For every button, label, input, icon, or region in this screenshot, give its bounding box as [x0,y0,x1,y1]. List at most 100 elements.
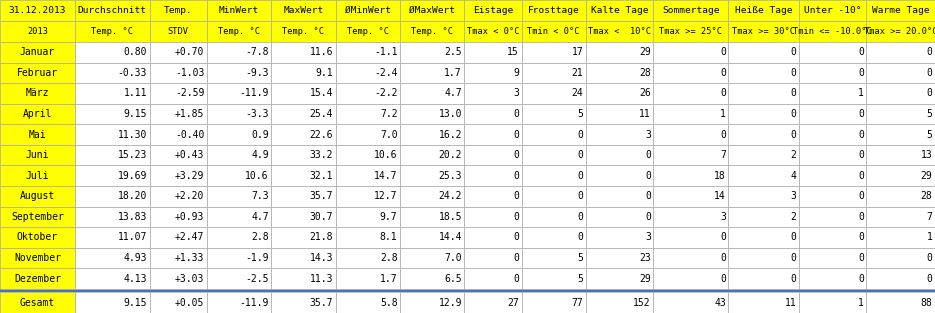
Text: 0: 0 [858,68,864,78]
Text: 0: 0 [858,233,864,243]
Bar [586,63,654,83]
Text: 0: 0 [790,253,797,263]
Bar [586,292,654,313]
Bar [207,268,271,289]
Text: Temp. °C: Temp. °C [411,27,453,36]
Text: 9.7: 9.7 [380,212,397,222]
Bar [75,124,150,145]
Text: Tmax >= 30°C: Tmax >= 30°C [732,27,795,36]
Text: 4.7: 4.7 [251,212,268,222]
Bar [798,21,867,42]
Text: 4.13: 4.13 [123,274,147,284]
Bar [654,207,728,227]
Text: -2.2: -2.2 [374,89,397,99]
Text: 0: 0 [513,171,519,181]
Text: ØMinWert: ØMinWert [345,6,391,15]
Bar [336,63,400,83]
Bar [465,145,522,166]
Text: 14: 14 [714,191,726,201]
Bar [728,292,798,313]
Text: +1.33: +1.33 [175,253,204,263]
Text: 3: 3 [645,130,651,140]
Bar [586,207,654,227]
Bar [207,63,271,83]
Bar [150,207,207,227]
Text: 0: 0 [858,253,864,263]
Bar [75,21,150,42]
Text: Januar: Januar [20,47,55,57]
Bar [400,63,465,83]
Bar [867,124,935,145]
Text: -0.33: -0.33 [118,68,147,78]
Text: Oktober: Oktober [17,233,58,243]
Bar [728,63,798,83]
Text: 0: 0 [858,171,864,181]
Text: 0: 0 [513,212,519,222]
Text: MaxWert: MaxWert [283,6,324,15]
Text: 6.5: 6.5 [444,274,462,284]
Text: -0.40: -0.40 [175,130,204,140]
Text: 7.0: 7.0 [444,253,462,263]
Bar [728,21,798,42]
Bar [150,63,207,83]
Bar [271,166,336,186]
Text: 0: 0 [720,89,726,99]
Text: 1: 1 [927,233,932,243]
Bar [798,186,867,207]
Text: 0: 0 [513,253,519,263]
Bar [336,268,400,289]
Text: 32.1: 32.1 [309,171,333,181]
Bar [798,0,867,21]
Text: -3.3: -3.3 [245,109,268,119]
Bar [400,124,465,145]
Text: STDV: STDV [167,27,189,36]
Text: 10.6: 10.6 [245,171,268,181]
Text: 5: 5 [578,109,583,119]
Bar [271,83,336,104]
Text: 0: 0 [858,150,864,160]
Text: 28: 28 [640,68,651,78]
Text: Temp. °C: Temp. °C [218,27,260,36]
Text: 2.8: 2.8 [251,233,268,243]
Bar [654,145,728,166]
Bar [271,63,336,83]
Bar [654,104,728,124]
Text: 21: 21 [571,68,583,78]
Text: 0: 0 [578,171,583,181]
Bar [0,124,75,145]
Bar [728,248,798,268]
Text: 9.15: 9.15 [123,109,147,119]
Bar [207,166,271,186]
Bar [465,292,522,313]
Bar [0,227,75,248]
Bar [0,21,75,42]
Text: 1: 1 [858,298,864,308]
Bar [522,248,586,268]
Bar [271,145,336,166]
Bar [586,145,654,166]
Bar [400,83,465,104]
Text: 0.80: 0.80 [123,47,147,57]
Bar [271,292,336,313]
Text: 0: 0 [927,47,932,57]
Text: Tmax <  10°C: Tmax < 10°C [588,27,651,36]
Bar [0,145,75,166]
Bar [522,268,586,289]
Text: 5: 5 [927,109,932,119]
Bar [400,166,465,186]
Text: 0: 0 [858,109,864,119]
Text: Temp.: Temp. [164,6,193,15]
Bar [465,186,522,207]
Text: 0: 0 [513,233,519,243]
Bar [0,42,75,63]
Bar [654,63,728,83]
Text: 5: 5 [578,253,583,263]
Bar [75,166,150,186]
Text: 0: 0 [927,68,932,78]
Bar [586,0,654,21]
Bar [465,248,522,268]
Text: -1.9: -1.9 [245,253,268,263]
Text: 12.7: 12.7 [374,191,397,201]
Bar [271,0,336,21]
Bar [0,0,75,21]
